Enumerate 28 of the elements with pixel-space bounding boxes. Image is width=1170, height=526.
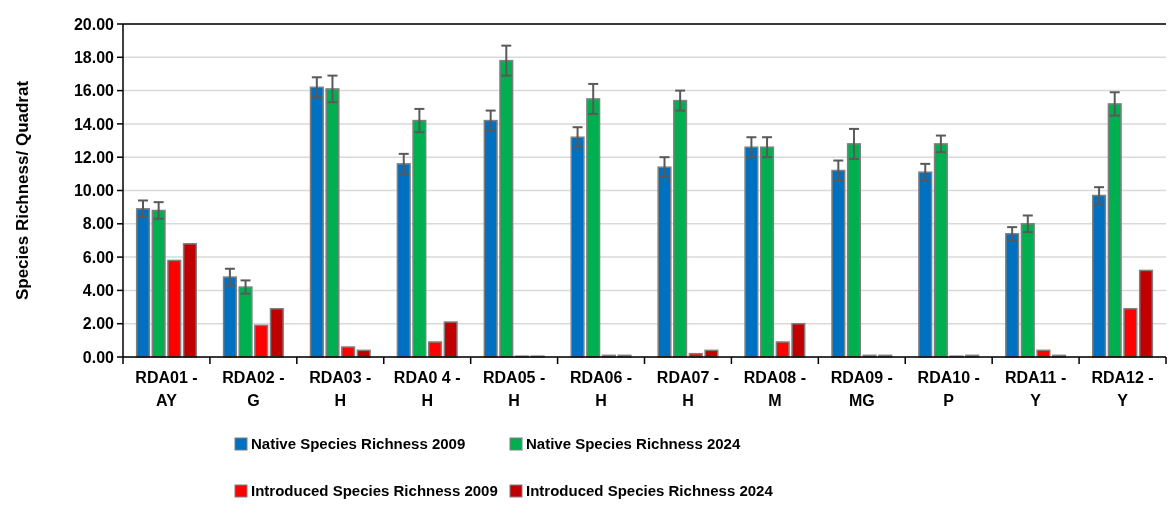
legend-label: Native Species Richness 2009 (251, 435, 466, 453)
y-tick-label: 8.00 (82, 215, 115, 233)
x-tick-label: RDA02 - G (222, 369, 285, 409)
y-tick-label: 6.00 (82, 248, 115, 266)
y-tick-label: 18.00 (73, 48, 115, 66)
x-tick-label: RDA03 - H (309, 369, 372, 409)
y-tick-label: 0.00 (82, 348, 115, 366)
y-tick-label: 10.00 (73, 182, 115, 200)
x-tick-label: RDA10 - P (917, 369, 980, 409)
y-tick-label: 20.00 (73, 15, 115, 33)
y-tick-label: 14.00 (73, 115, 115, 133)
x-tick-label: RDA09 - MG (830, 369, 893, 409)
x-tick-label: RDA07 - H (656, 369, 720, 409)
x-tick-label: RDA0 4 - H (393, 369, 461, 409)
legend-label: Introduced Species Richness 2024 (526, 482, 774, 500)
y-tick-label: 12.00 (73, 148, 115, 166)
x-tick-label: RDA05 - H (483, 369, 546, 409)
y-tick-label: 16.00 (73, 82, 115, 100)
x-tick-label: RDA12 - Y (1091, 369, 1154, 409)
legend-label: Introduced Species Richness 2009 (251, 482, 498, 500)
legend-label: Native Species Richness 2024 (526, 435, 741, 453)
x-tick-label: RDA06 - H (569, 369, 633, 409)
y-axis-title: Species Richness/ Quadrat (13, 80, 32, 301)
y-tick-label: 2.00 (82, 315, 115, 333)
x-tick-label: RDA08 - M (743, 369, 806, 409)
y-tick-label: 4.00 (82, 282, 115, 299)
x-tick-label: RDA01 - AY (135, 369, 198, 409)
x-tick-label: RDA11 - Y (1004, 369, 1067, 409)
